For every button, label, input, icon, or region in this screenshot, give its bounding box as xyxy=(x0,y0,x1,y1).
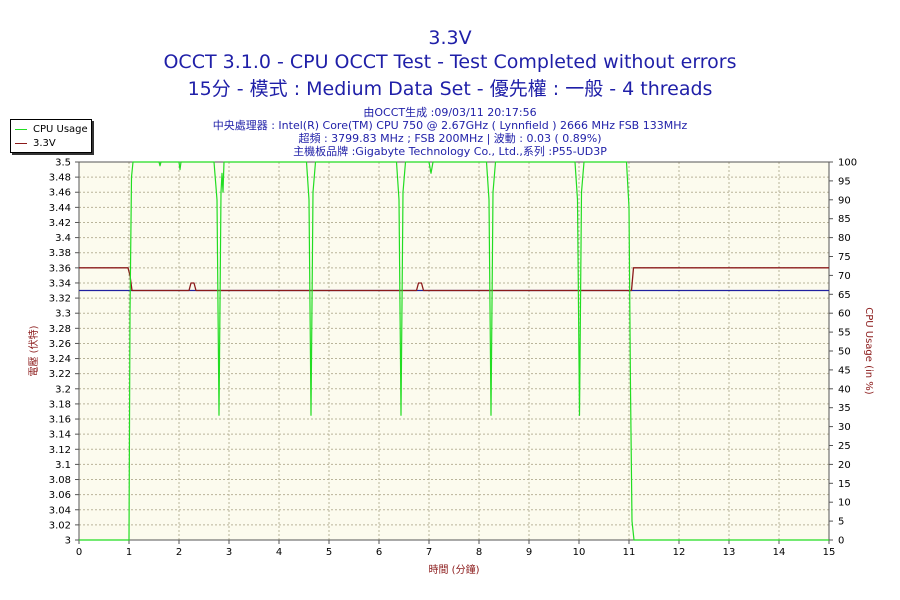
info-overclock: 超頻 : 3799.83 MHz ; FSB 200MHz | 波動 : 0.0… xyxy=(298,132,602,145)
y-left-tick-label: 3.5 xyxy=(55,158,71,169)
y-left-tick-label: 3.06 xyxy=(49,490,71,501)
x-tick-label: 13 xyxy=(723,547,736,558)
x-tick-label: 11 xyxy=(623,547,636,558)
y-left-tick-label: 3.36 xyxy=(49,263,71,274)
y-right-tick-label: 85 xyxy=(838,214,851,225)
x-tick-label: 8 xyxy=(476,547,482,558)
legend-swatch-3-3v xyxy=(15,143,27,144)
y-right-tick-label: 60 xyxy=(838,309,851,320)
x-tick-label: 3 xyxy=(226,547,232,558)
x-tick-label: 10 xyxy=(573,547,586,558)
series-line-cpu-usage xyxy=(79,161,829,541)
y-left-tick-label: 3.32 xyxy=(49,294,71,305)
y-right-tick-label: 100 xyxy=(838,158,857,169)
chart-subtitle-test: OCCT 3.1.0 - CPU OCCT Test - Test Comple… xyxy=(163,51,737,73)
y-left-tick-label: 3 xyxy=(65,536,71,547)
y-left-tick-label: 3.14 xyxy=(49,430,71,441)
x-tick-label: 1 xyxy=(126,547,132,558)
y-right-tick-label: 25 xyxy=(838,441,851,452)
y-right-tick-label: 65 xyxy=(838,290,851,301)
legend-label-3-3v: 3.3V xyxy=(33,138,56,149)
x-tick-label: 5 xyxy=(326,547,332,558)
x-tick-label: 0 xyxy=(76,547,82,558)
legend: CPU Usage 3.3V xyxy=(10,119,92,153)
y-left-tick-label: 3.1 xyxy=(55,460,71,471)
y-left-tick-label: 3.08 xyxy=(49,475,71,486)
y-left-tick-label: 3.38 xyxy=(49,248,71,259)
x-tick-label: 7 xyxy=(426,547,432,558)
x-tick-label: 4 xyxy=(276,547,282,558)
y-right-tick-label: 90 xyxy=(838,195,851,206)
x-axis-title: 時間 (分鐘) xyxy=(429,563,480,576)
chart-subtitle-mode: 15分 - 模式 : Medium Data Set - 優先權 : 一般 - … xyxy=(187,78,713,100)
chart-title: 3.3V xyxy=(428,27,472,49)
y-left-tick-label: 3.16 xyxy=(49,415,71,426)
y-right-tick-label: 5 xyxy=(838,517,844,528)
y-right-tick-label: 40 xyxy=(838,384,851,395)
y-right-tick-label: 95 xyxy=(838,176,851,187)
x-tick-label: 9 xyxy=(526,547,532,558)
y-right-tick-label: 10 xyxy=(838,498,851,509)
y-right-tick-label: 75 xyxy=(838,252,851,263)
y-left-tick-label: 3.48 xyxy=(49,173,71,184)
y-left-tick-label: 3.28 xyxy=(49,324,71,335)
y-left-tick-label: 3.12 xyxy=(49,445,71,456)
y-left-tick-label: 3.24 xyxy=(49,354,71,365)
y-left-tick-label: 3.4 xyxy=(55,233,71,244)
x-tick-label: 2 xyxy=(176,547,182,558)
y-right-tick-label: 0 xyxy=(838,536,844,547)
x-tick-label: 15 xyxy=(823,547,836,558)
y-left-tick-label: 3.2 xyxy=(55,384,71,395)
y-left-tick-label: 3.26 xyxy=(49,339,71,350)
y-right-tick-label: 45 xyxy=(838,365,851,376)
legend-label-cpu-usage: CPU Usage xyxy=(33,124,88,135)
x-tick-label: 6 xyxy=(376,547,382,558)
info-generated: 由OCCT生成 :09/03/11 20:17:56 xyxy=(363,106,537,119)
y-left-tick-label: 3.18 xyxy=(49,399,71,410)
legend-swatch-cpu-usage xyxy=(15,129,27,130)
y-right-tick-label: 30 xyxy=(838,422,851,433)
info-motherboard: 主機板品牌 :Gigabyte Technology Co., Ltd.,系列 … xyxy=(293,145,607,158)
y-left-axis-title: 電壓 (伏特) xyxy=(27,325,40,376)
x-tick-label: 12 xyxy=(673,547,686,558)
y-left-tick-label: 3.44 xyxy=(49,203,71,214)
y-left-tick-label: 3.46 xyxy=(49,188,71,199)
y-right-tick-label: 55 xyxy=(838,328,851,339)
y-right-tick-label: 50 xyxy=(838,347,851,358)
info-cpu: 中央處理器 : Intel(R) Core(TM) CPU 750 @ 2.67… xyxy=(212,119,688,132)
x-tick-label: 14 xyxy=(773,547,786,558)
y-left-tick-label: 3.34 xyxy=(49,278,71,289)
y-right-tick-label: 70 xyxy=(838,271,851,282)
y-left-tick-label: 3.02 xyxy=(49,520,71,531)
y-right-tick-label: 80 xyxy=(838,233,851,244)
y-right-tick-label: 20 xyxy=(838,460,851,471)
y-right-tick-label: 35 xyxy=(838,403,851,414)
y-right-axis-title: CPU Usage (in %) xyxy=(863,307,874,395)
y-left-tick-label: 3.22 xyxy=(49,369,71,380)
plot-area xyxy=(79,162,829,540)
y-left-tick-label: 3.3 xyxy=(55,309,71,320)
y-left-tick-label: 3.04 xyxy=(49,505,71,516)
y-right-tick-label: 15 xyxy=(838,479,851,490)
y-left-tick-label: 3.42 xyxy=(49,218,71,229)
